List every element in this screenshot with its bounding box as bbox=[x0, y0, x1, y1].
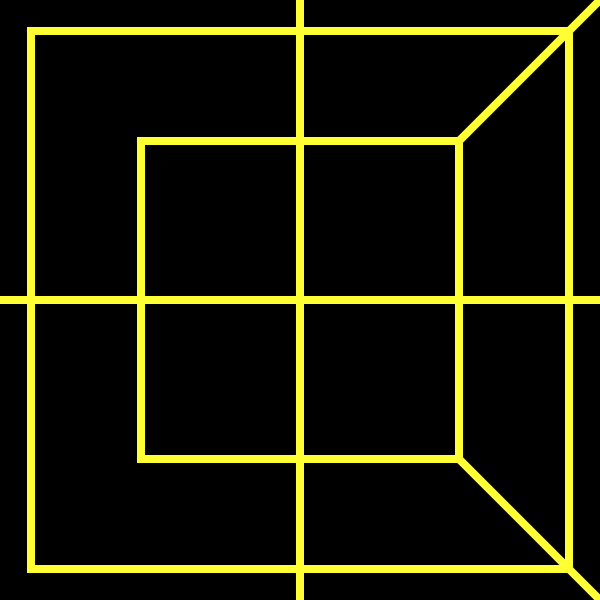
bottom-right-diagonal-line bbox=[456, 456, 600, 600]
top-right-diagonal-line bbox=[456, 0, 600, 144]
